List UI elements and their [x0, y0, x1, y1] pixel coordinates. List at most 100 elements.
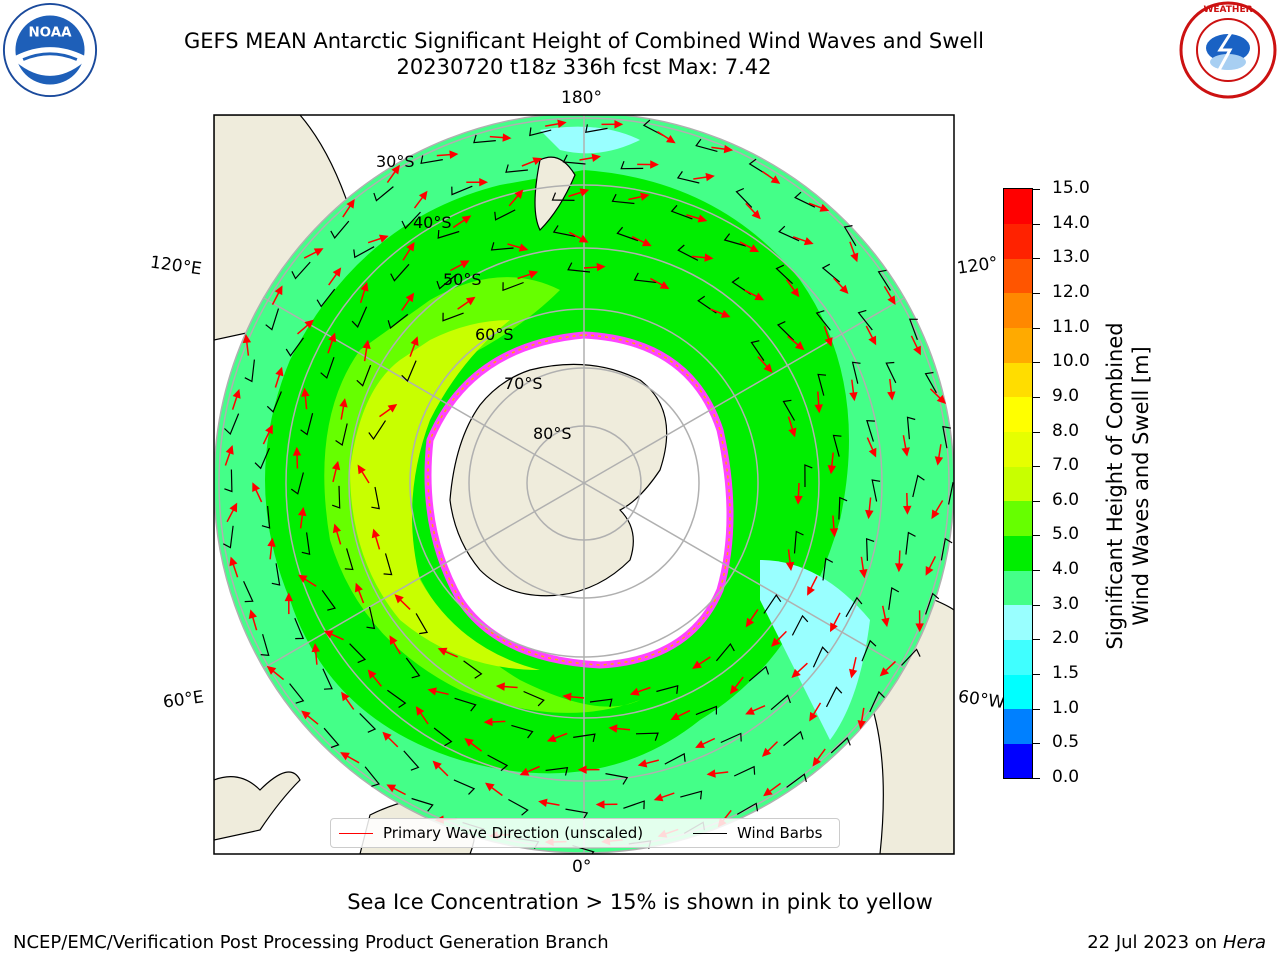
wind-barb	[411, 797, 434, 812]
colorbar-tick-label: 8.0	[1052, 420, 1080, 441]
wave-arrow-head	[751, 209, 761, 220]
wind-barb	[775, 264, 794, 285]
wind-barb	[224, 469, 233, 493]
colorbar-tick-label: 6.0	[1052, 489, 1080, 510]
wave-field-cyan-south	[760, 560, 870, 740]
wind-barb	[695, 705, 717, 716]
wave-arrow-head	[827, 465, 837, 475]
colorbar-label: Significant Height of Combined Wind Wave…	[1102, 322, 1154, 649]
wind-barb	[783, 730, 804, 747]
wind-barb	[869, 690, 885, 713]
wave-arrow-head	[495, 682, 505, 691]
wave-arrow-head	[267, 537, 276, 547]
legend-barbs-label: Wind Barbs	[737, 824, 823, 842]
wave-arrow-head	[406, 241, 415, 252]
wind-barb	[782, 399, 796, 421]
wind-barb	[390, 263, 410, 282]
colorbar-tick	[1033, 292, 1040, 294]
colorbar-tick-label: 13.0	[1052, 247, 1090, 268]
wave-arrow-head	[275, 366, 284, 377]
wave-arrow-head	[745, 707, 755, 715]
wind-barb	[323, 727, 340, 749]
wave-arrow-head	[865, 509, 874, 520]
wind-barb	[642, 119, 664, 137]
wind-barb	[676, 171, 700, 184]
wave-arrow-head	[502, 133, 512, 142]
colorbar-tick-label: 7.0	[1052, 455, 1080, 476]
wave-arrow-head	[405, 292, 415, 303]
colorbar-label-line1: Significant Height of Combined	[1103, 322, 1127, 650]
wave-field-cyan-north	[540, 126, 640, 154]
wave-arrow-head	[723, 144, 734, 154]
wind-barb	[371, 486, 380, 510]
wind-barb	[511, 724, 534, 739]
wind-barb	[330, 220, 350, 239]
wave-arrow-head	[360, 282, 369, 292]
wave-arrow-head	[394, 594, 404, 604]
colorbar	[1003, 188, 1033, 779]
wind-barb	[589, 698, 613, 708]
wave-arrow-head	[313, 248, 324, 257]
wind-barb	[285, 337, 304, 357]
colorbar-segment	[1004, 362, 1032, 398]
wind-barb	[494, 209, 516, 221]
footer-date-text: 22 Jul 2023 on	[1087, 932, 1223, 953]
wave-arrow-head	[692, 660, 702, 669]
colorbar-tick-label: 15.0	[1052, 178, 1090, 198]
wind-barb	[838, 496, 848, 520]
wave-arrow-head	[629, 687, 640, 696]
wind-barb	[260, 634, 270, 656]
wave-arrow-head	[389, 635, 398, 645]
wind-barb	[670, 204, 693, 220]
wind-barb	[463, 660, 483, 679]
wind-barb	[529, 127, 552, 137]
wind-barb	[261, 505, 271, 529]
wave-arrow-head	[705, 172, 715, 182]
wind-barb	[552, 225, 576, 237]
wave-arrow-head	[695, 740, 705, 748]
wind-barb	[300, 413, 314, 436]
wave-arrow-head	[785, 561, 795, 571]
wave-arrow-head	[311, 643, 320, 653]
wave-arrow-head	[479, 178, 489, 187]
wind-barb	[635, 732, 659, 741]
wind-barb	[925, 592, 940, 615]
legend-black-line	[693, 832, 727, 834]
svg-text:WEATHER: WEATHER	[1203, 5, 1252, 15]
wind-barb	[888, 587, 900, 610]
colorbar-tick	[1033, 258, 1040, 260]
wind-barb	[924, 371, 937, 394]
wave-arrow-head	[706, 769, 716, 778]
wind-barb	[620, 160, 644, 170]
wind-barb	[877, 269, 891, 291]
wind-barb	[349, 643, 367, 664]
wave-arrow-head	[591, 153, 601, 163]
wind-barb	[825, 686, 843, 708]
wave-arrow-head	[418, 190, 428, 201]
wind-barb	[294, 617, 305, 640]
wave-arrow-head	[298, 506, 307, 517]
wind-barb	[387, 689, 407, 709]
wind-barb	[611, 193, 635, 205]
wind-barb	[940, 537, 953, 561]
wave-arrow-head	[461, 215, 472, 224]
colorbar-tick-label: 2.0	[1052, 628, 1080, 649]
wind-barb	[366, 606, 376, 630]
colorbar-tick-label: 12.0	[1052, 281, 1090, 302]
colorbar-tick	[1033, 466, 1040, 468]
wind-barb	[401, 360, 417, 382]
wave-arrow-head	[848, 668, 858, 679]
wave-arrow-head	[614, 120, 624, 129]
colorbar-tick	[1033, 535, 1040, 537]
colorbar-label-line2: Wind Waves and Swell [m]	[1129, 346, 1153, 626]
wave-arrow-head	[387, 403, 398, 413]
wave-arrow-head	[546, 734, 557, 743]
wave-arrow-head	[518, 243, 529, 252]
colorbar-tick	[1033, 431, 1040, 433]
wind-barb	[335, 423, 348, 446]
wind-barb	[830, 736, 851, 754]
colorbar-tick	[1033, 639, 1040, 641]
wave-arrow-head	[562, 692, 572, 701]
wind-barb	[289, 683, 305, 704]
wind-barb	[720, 732, 742, 744]
